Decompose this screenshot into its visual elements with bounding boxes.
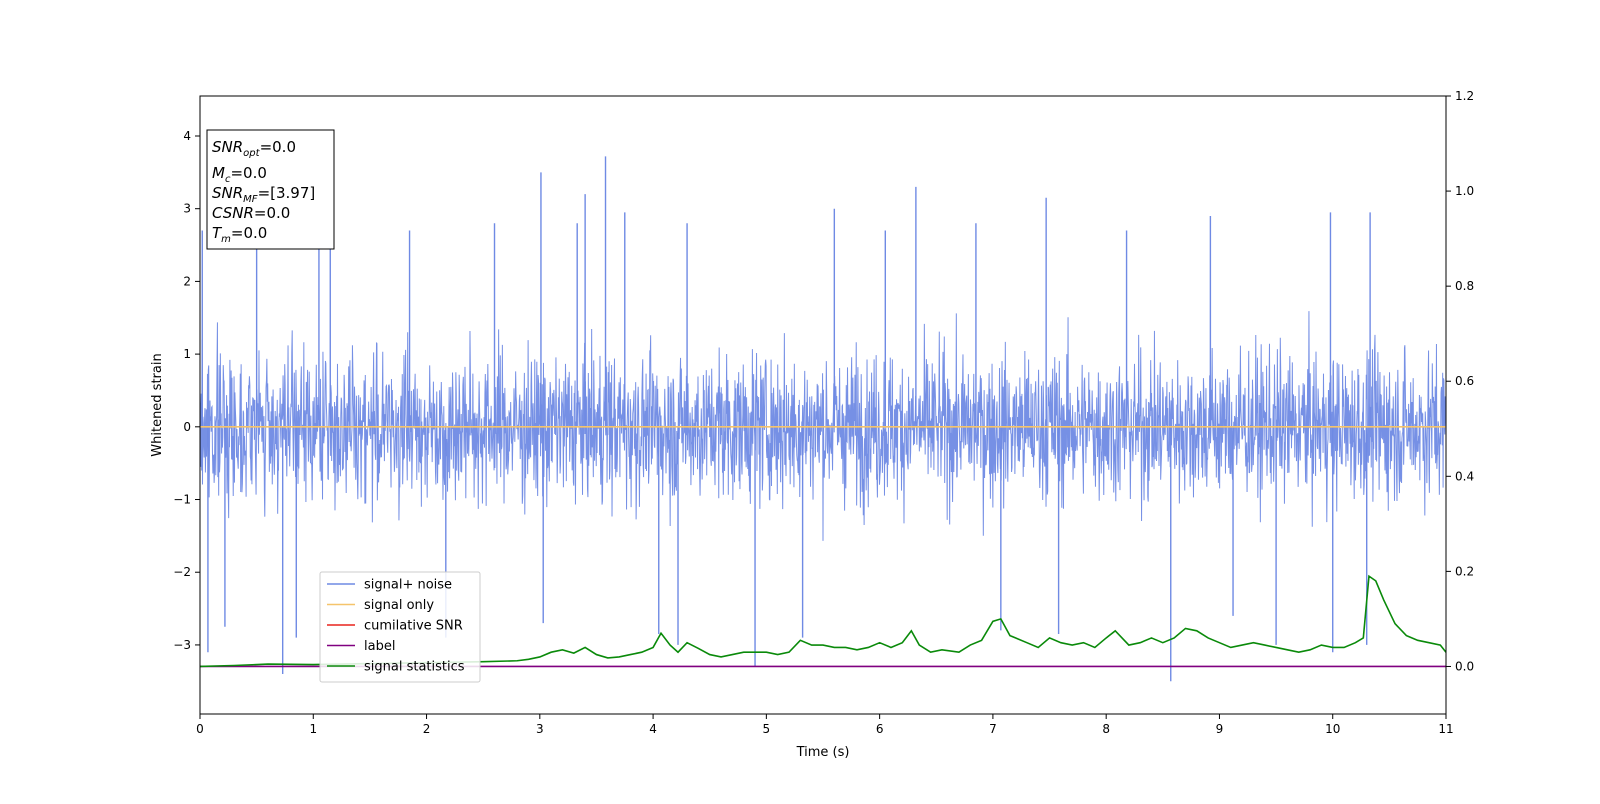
y-right-tick-label: 1.2: [1455, 89, 1474, 103]
y-right-tick-label: 0.2: [1455, 564, 1474, 578]
y-axis-label: Whitened strain: [150, 353, 165, 456]
plot-frame: [199, 95, 1447, 715]
legend-label: signal statistics: [364, 660, 465, 675]
legend-label: label: [364, 639, 395, 654]
y-right-tick-label: 0.4: [1455, 469, 1474, 483]
y-right-tick-label: 1.0: [1455, 184, 1474, 198]
x-tick-label: 10: [1325, 722, 1340, 736]
y-left-tick-label: 4: [183, 129, 191, 143]
x-tick-label: 7: [989, 722, 997, 736]
y-left-tick-label: 1: [183, 347, 191, 361]
y-left-tick-label: −3: [173, 638, 191, 652]
x-tick-label: 5: [763, 722, 771, 736]
y-right-tick-label: 0.0: [1455, 659, 1474, 673]
x-axis: 0 1 2 3 4 5 6 7 8 9 10 11: [196, 714, 1454, 736]
y-left-tick-label: −2: [173, 565, 191, 579]
x-axis-label: Time (s): [796, 745, 850, 760]
y-left-tick-label: 3: [183, 202, 191, 216]
x-tick-label: 11: [1438, 722, 1453, 736]
info-box: SNRopt=0.0 Mc=0.0 SNRMF=[3.97] CSNR=0.0 …: [206, 129, 335, 250]
x-tick-label: 1: [309, 722, 317, 736]
y-right-tick-label: 0.6: [1455, 374, 1474, 388]
legend-label: signal only: [364, 598, 434, 613]
x-tick-label: 2: [423, 722, 431, 736]
signal-noise-line: [199, 311, 1447, 541]
info-snr-mf: SNRMF=[3.97]: [212, 184, 315, 205]
info-mc: Mc=0.0: [212, 164, 267, 185]
y-axis-left: −3 −2 −1 0 1 2 3 4: [173, 129, 200, 652]
y-left-tick-label: −1: [173, 493, 191, 507]
legend: signal+ noise signal only cumilative SNR la…: [319, 571, 481, 683]
info-csnr: CSNR=0.0: [212, 204, 290, 222]
x-tick-label: 0: [196, 722, 204, 736]
legend-frame: [319, 571, 481, 683]
y-left-tick-label: 0: [183, 420, 191, 434]
legend-label: signal+ noise: [364, 578, 452, 593]
info-tm: Tm=0.0: [212, 224, 267, 245]
x-tick-label: 8: [1102, 722, 1110, 736]
signal-statistics-line: [199, 574, 1447, 668]
info-box-frame: [206, 129, 335, 250]
x-tick-label: 9: [1216, 722, 1224, 736]
legend-label: cumilative SNR: [364, 619, 463, 634]
y-left-tick-label: 2: [183, 274, 191, 288]
x-tick-label: 3: [536, 722, 544, 736]
info-snr-opt: SNRopt=0.0: [212, 138, 296, 159]
y-axis-right: 0.0 0.2 0.4 0.6 0.8 1.0 1.2: [1446, 89, 1474, 673]
x-tick-label: 6: [876, 722, 884, 736]
y-right-tick-label: 0.8: [1455, 279, 1474, 293]
x-tick-label: 4: [649, 722, 657, 736]
